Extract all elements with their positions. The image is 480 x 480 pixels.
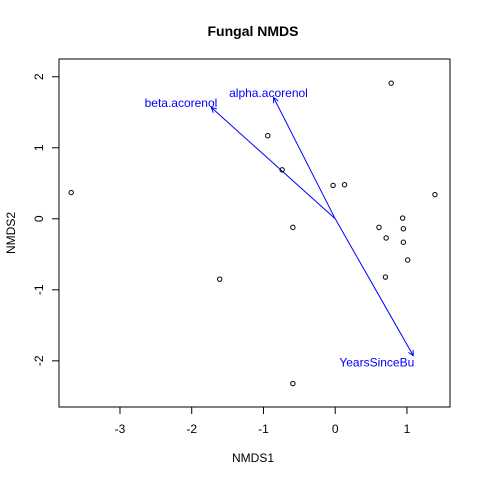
vector-label: YearsSinceBu: [339, 355, 414, 369]
vector-arrowhead: [273, 96, 279, 102]
data-point: [290, 380, 296, 387]
vector-arrowhead: [408, 352, 414, 357]
x-tick-label: -3: [115, 422, 126, 436]
x-tick-label: -2: [186, 422, 197, 436]
point-layer: [68, 80, 438, 387]
data-point: [279, 167, 285, 173]
data-point: [399, 215, 406, 221]
y-tick-label: 2: [32, 73, 46, 80]
data-point: [383, 235, 389, 241]
x-axis: -3 -2 -1 0 1: [115, 407, 411, 436]
data-point: [376, 224, 382, 231]
x-tick-label: -1: [258, 422, 269, 436]
y-tick-label: -1: [32, 284, 46, 295]
data-point: [382, 274, 389, 280]
data-point: [217, 276, 223, 282]
x-tick-label: 0: [332, 422, 339, 436]
data-point: [400, 239, 407, 245]
chart-title: Fungal NMDS: [208, 23, 299, 39]
plot-frame: [58, 58, 451, 408]
data-point: [68, 189, 74, 196]
data-point: [432, 191, 438, 198]
y-axis-label: NMDS2: [4, 212, 18, 254]
data-point: [265, 133, 271, 139]
vector-label: alpha.acorenol: [229, 86, 308, 100]
vector-arrow: [334, 218, 414, 357]
x-axis-label: NMDS1: [232, 451, 274, 465]
data-point: [341, 182, 348, 188]
data-point: [290, 224, 296, 231]
data-point: [404, 257, 411, 263]
data-point: [330, 182, 336, 189]
vector-layer: alpha.acorenol beta.acorenol YearsSinceBu: [145, 86, 415, 369]
vector-arrowhead: [210, 106, 217, 110]
data-point: [400, 226, 407, 232]
y-axis: -2 -1 0 1 2: [32, 73, 59, 366]
y-tick-label: 0: [32, 215, 46, 222]
vector-arrowhead: [210, 107, 214, 114]
vector-arrow: [273, 97, 336, 220]
y-tick-label: 1: [32, 144, 46, 151]
vector-arrow: [210, 106, 336, 220]
y-tick-label: -2: [32, 355, 46, 366]
vector-label: beta.acorenol: [145, 96, 218, 110]
data-point: [388, 80, 394, 86]
x-tick-label: 1: [404, 422, 411, 436]
